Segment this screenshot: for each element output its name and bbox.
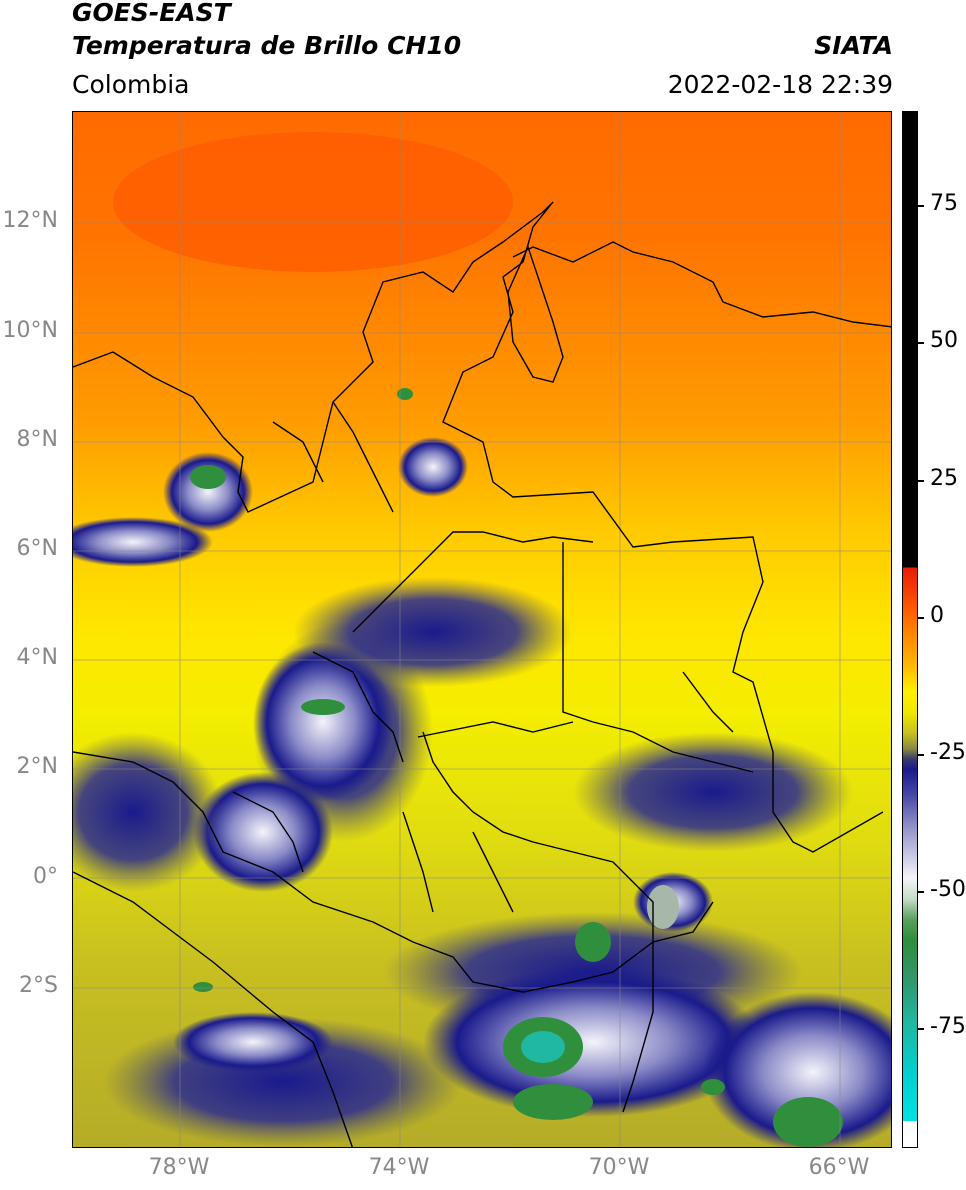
lon-tick-70w: 70°W: [588, 1155, 650, 1180]
cb-tick-50: 50: [930, 328, 958, 353]
product-title: Temperatura de Brillo CH10: [72, 31, 462, 60]
agency-label: SIATA: [814, 31, 893, 60]
satellite-map: [72, 111, 892, 1148]
lat-tick-12n: 12°N: [2, 208, 58, 233]
lat-tick-4n: 4°N: [16, 645, 58, 670]
cb-tick-minus75: -75: [930, 1014, 966, 1039]
temperature-colorbar: [902, 111, 918, 1148]
cb-mark-75: [918, 205, 924, 207]
lat-tick-8n: 8°N: [16, 427, 58, 452]
cb-mark-minus75: [918, 1028, 924, 1030]
lon-tick-78w: 78°W: [148, 1155, 210, 1180]
cb-mark-25: [918, 480, 924, 482]
cb-tick-25: 25: [930, 466, 958, 491]
cloud-systems: [73, 388, 891, 1147]
cb-tick-75: 75: [930, 191, 958, 216]
cb-tick-0: 0: [930, 603, 944, 628]
lat-tick-2s: 2°S: [19, 973, 58, 998]
lat-tick-6n: 6°N: [16, 536, 58, 561]
lon-tick-74w: 74°W: [368, 1155, 430, 1180]
region-label: Colombia: [72, 70, 190, 99]
brightness-temperature-image: [73, 112, 891, 1147]
cb-mark-minus25: [918, 754, 924, 756]
cb-mark-0: [918, 617, 924, 619]
cb-tick-minus25: -25: [930, 740, 966, 765]
lat-tick-0: 0°: [33, 864, 58, 889]
satellite-title: GOES-EAST: [72, 0, 231, 27]
cb-mark-minus50: [918, 891, 924, 893]
graticule: [73, 112, 891, 1147]
lat-tick-10n: 10°N: [2, 318, 58, 343]
boundaries: [73, 201, 891, 1147]
timestamp-label: 2022-02-18 22:39: [667, 70, 893, 99]
cb-tick-minus50: -50: [930, 877, 966, 902]
lon-tick-66w: 66°W: [808, 1155, 870, 1180]
cb-mark-50: [918, 342, 924, 344]
lat-tick-2n: 2°N: [16, 754, 58, 779]
